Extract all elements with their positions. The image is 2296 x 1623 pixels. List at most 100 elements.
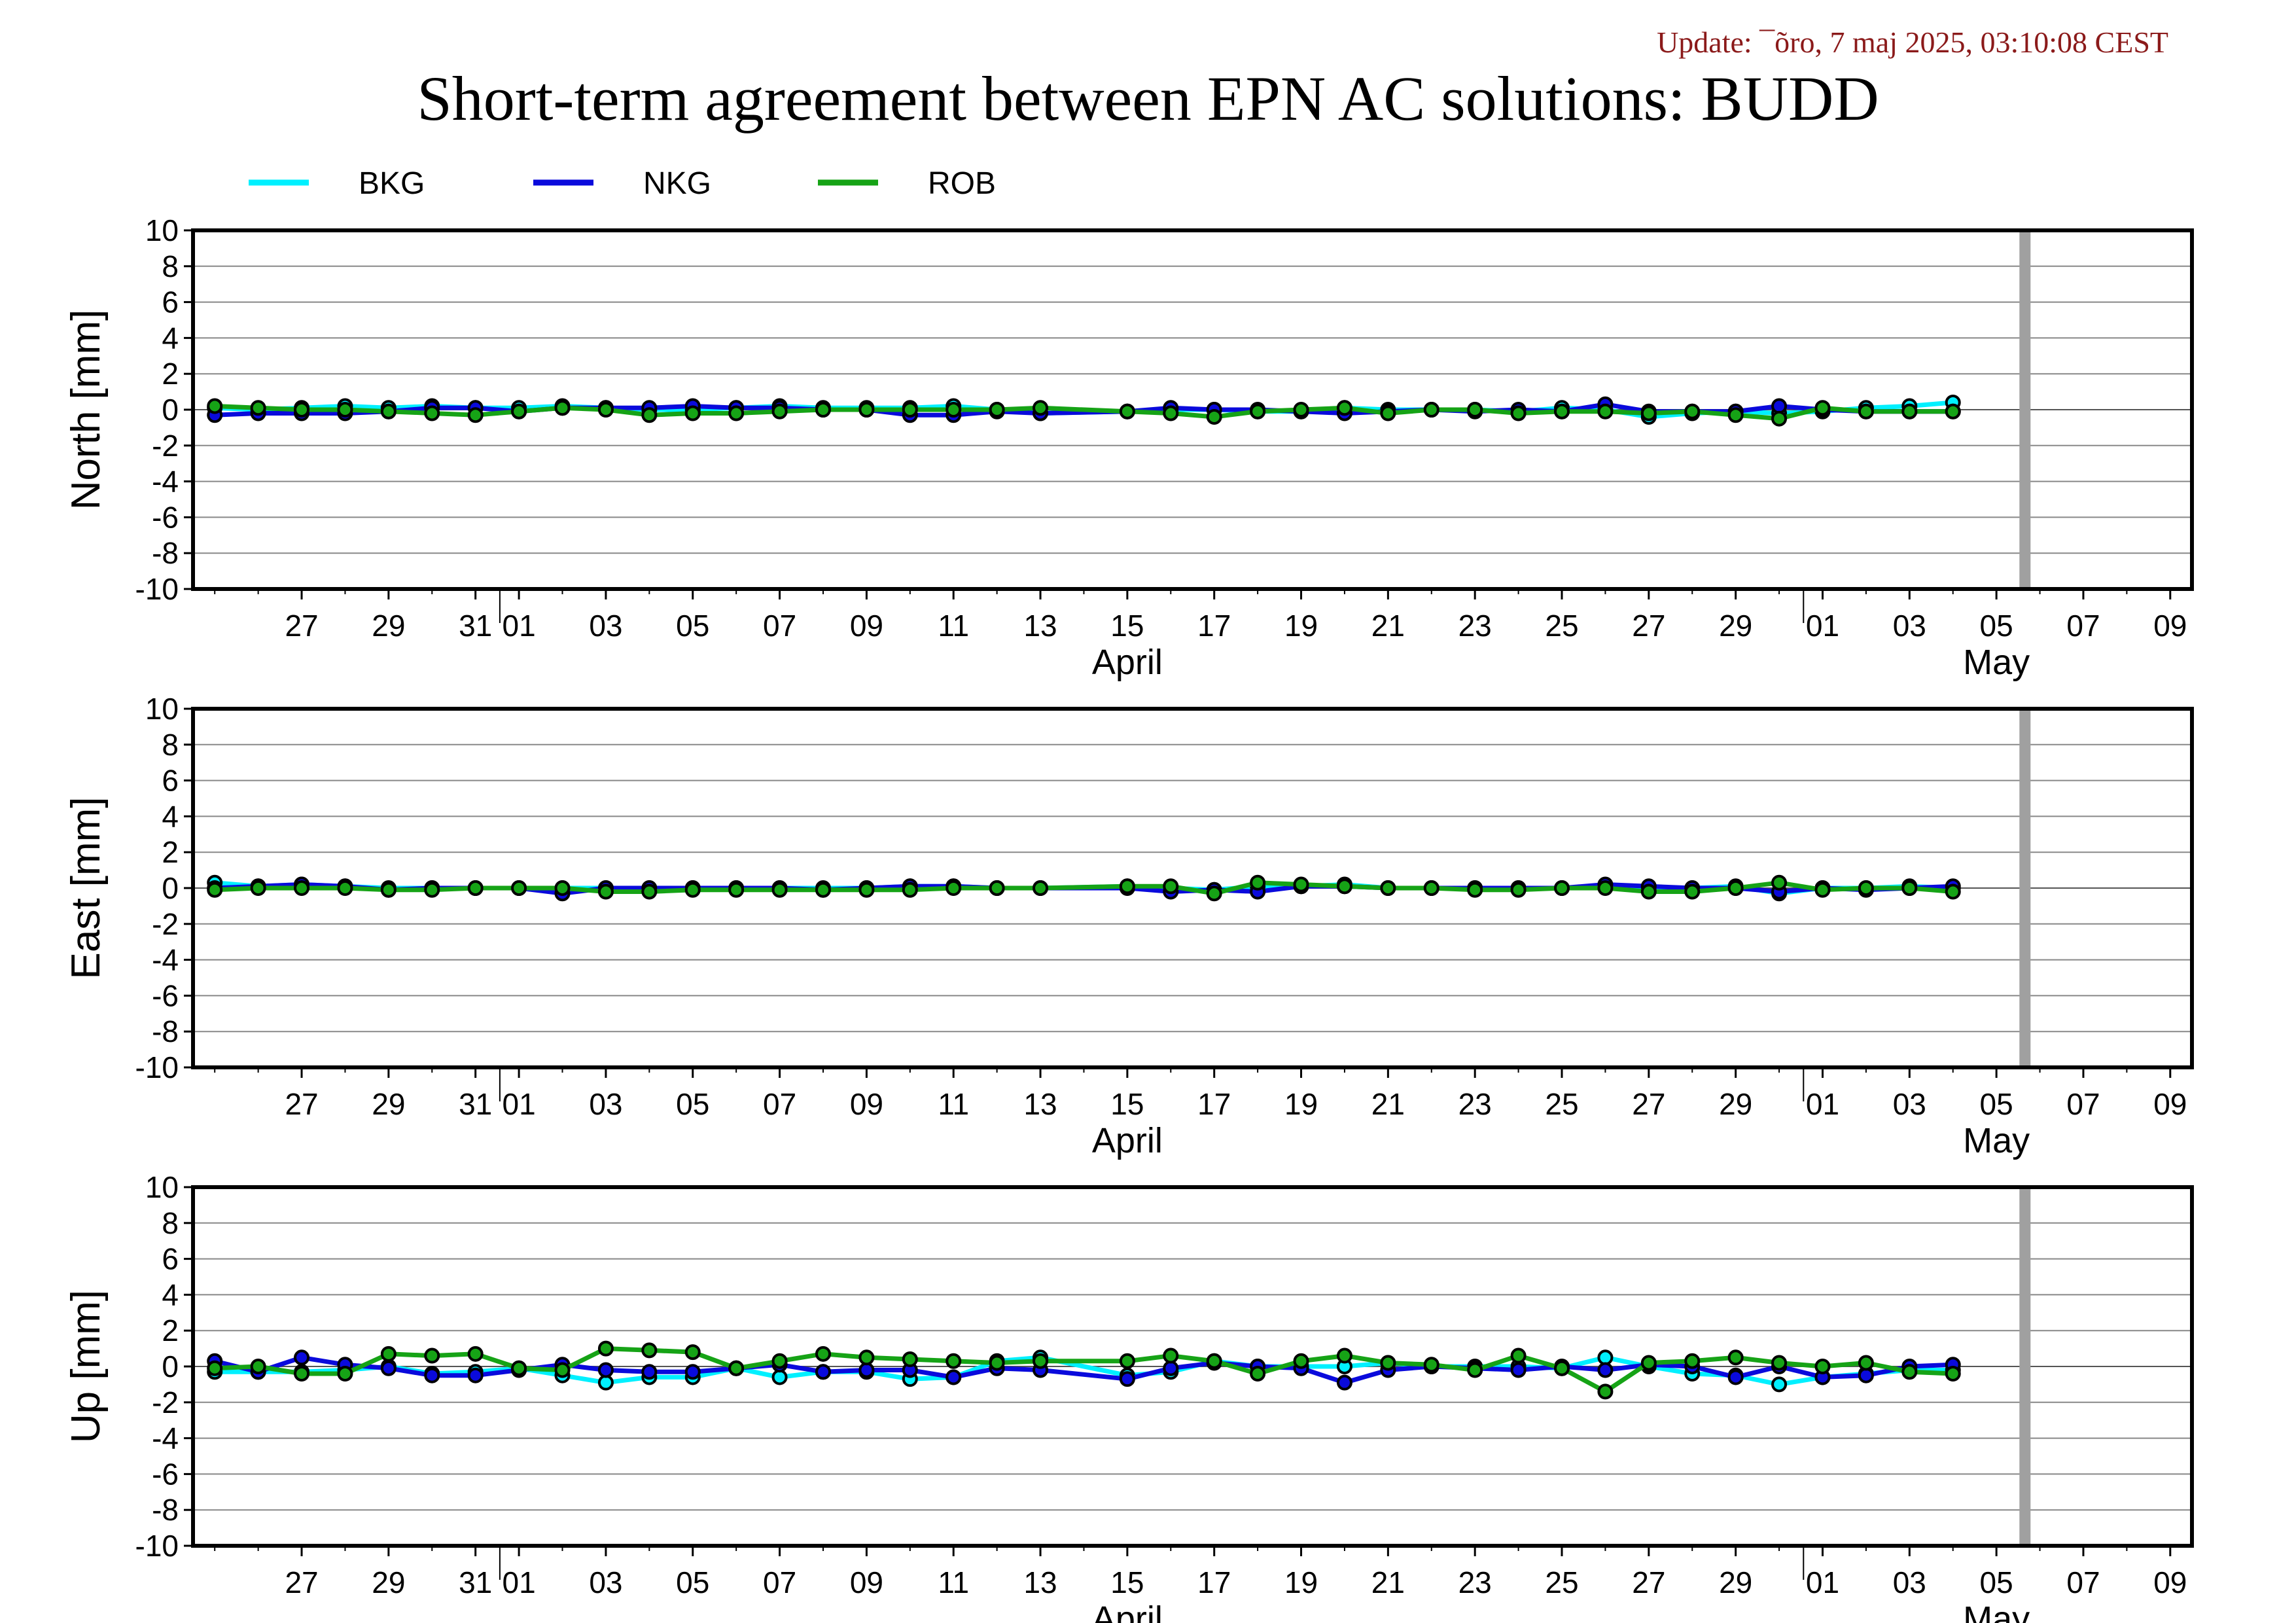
y-tick-label: 2 (162, 357, 179, 391)
x-tick-label: 29 (1719, 1087, 1752, 1121)
data-point-rob (1336, 1347, 1352, 1364)
data-point-rob (1119, 878, 1135, 895)
data-point-rob (1380, 405, 1396, 421)
x-tick-label: 17 (1197, 1087, 1231, 1121)
data-point-rob (815, 402, 831, 418)
data-point-rob (554, 400, 571, 416)
data-point-rob (424, 1347, 440, 1364)
y-tick-label: -2 (152, 429, 179, 463)
y-tick-label: 6 (162, 764, 179, 798)
data-point-rob (250, 400, 266, 416)
data-point-rob (1727, 407, 1744, 423)
data-point-rob (1901, 880, 1918, 896)
data-point-rob (1033, 880, 1049, 896)
data-point-rob (1206, 885, 1222, 902)
x-tick-label: 09 (2153, 609, 2187, 643)
x-tick-label: 19 (1284, 1087, 1318, 1121)
data-point-rob (1423, 880, 1439, 896)
x-tick-label: 15 (1110, 609, 1144, 643)
month-label: April (1092, 1599, 1163, 1623)
x-tick-label: 07 (2066, 1087, 2100, 1121)
gap-marker-bar (2019, 1187, 2031, 1546)
x-tick-label: 31 (459, 1565, 492, 1599)
x-tick-label: 23 (1458, 1565, 1492, 1599)
y-tick-label: 8 (162, 728, 179, 762)
data-point-rob (989, 880, 1005, 896)
plot-frame (191, 228, 2194, 591)
x-tick-label: 09 (2153, 1565, 2187, 1599)
data-point-rob (1163, 1347, 1179, 1364)
legend-label: ROB (928, 166, 996, 201)
y-tick-label: 0 (162, 1349, 179, 1383)
x-tick-label: 05 (1980, 1565, 2013, 1599)
data-point-nkg (1510, 1362, 1527, 1378)
x-tick-label: 07 (763, 1565, 796, 1599)
y-tick-label: -10 (135, 572, 179, 606)
data-point-rob (1814, 882, 1831, 898)
series-line-rob (215, 404, 1953, 421)
data-point-rob (1640, 405, 1657, 421)
data-point-rob (1554, 880, 1570, 896)
x-tick-label: 03 (589, 1565, 622, 1599)
legend-item-rob: ROB (818, 166, 996, 201)
data-point-rob (684, 1344, 701, 1361)
legend-item-nkg: NKG (533, 166, 711, 201)
data-point-rob (1901, 1364, 1918, 1380)
data-point-rob (1336, 400, 1352, 416)
data-point-nkg (467, 1367, 484, 1383)
x-tick-label: 09 (850, 1087, 883, 1121)
data-point-rob (1380, 880, 1396, 896)
y-tick-label: -4 (152, 943, 179, 977)
y-tick-label: -10 (135, 1050, 179, 1084)
series-line-rob (215, 1346, 1953, 1394)
data-point-rob (684, 882, 701, 898)
x-tick-label: 23 (1458, 1087, 1492, 1121)
x-tick-label: 11 (938, 1565, 969, 1599)
data-point-rob (1597, 403, 1614, 419)
x-tick-label: 11 (938, 1087, 969, 1121)
data-point-rob (511, 1360, 527, 1376)
data-point-rob (1640, 1355, 1657, 1371)
data-point-nkg (815, 1364, 831, 1380)
data-point-rob (467, 407, 484, 423)
data-point-rob (1293, 1353, 1309, 1369)
data-point-nkg (858, 1362, 875, 1378)
y-tick-label: -2 (152, 1385, 179, 1419)
data-point-rob (380, 403, 397, 419)
y-tick-label: 8 (162, 1206, 179, 1240)
data-point-rob (1727, 880, 1744, 896)
month-label: April (1092, 1121, 1163, 1160)
x-tick-label: 01 (1806, 609, 1839, 643)
data-point-rob (1423, 1357, 1439, 1373)
data-point-rob (1858, 1355, 1874, 1371)
data-point-rob (1119, 1353, 1135, 1369)
x-tick-label: 27 (1632, 1087, 1665, 1121)
data-point-rob (1206, 408, 1222, 425)
data-point-rob (1945, 1365, 1961, 1382)
data-point-rob (597, 883, 614, 900)
data-point-nkg (597, 1362, 614, 1378)
data-point-rob (684, 405, 701, 421)
series-line-nkg (214, 1355, 1953, 1385)
x-tick-label: 19 (1284, 609, 1318, 643)
x-tick-label: 21 (1371, 1087, 1405, 1121)
data-point-rob (945, 880, 962, 896)
x-tick-label: 23 (1458, 609, 1492, 643)
data-point-rob (554, 880, 571, 896)
data-point-rob (1640, 883, 1657, 900)
data-point-rob (1206, 1353, 1222, 1369)
x-tick-label: 03 (1893, 1087, 1926, 1121)
data-point-rob (597, 402, 614, 418)
y-tick-label: -6 (152, 978, 179, 1012)
month-label: May (1963, 1599, 2030, 1623)
x-tick-label: 01 (503, 1565, 536, 1599)
y-tick-label: 8 (162, 249, 179, 283)
data-point-rob (1684, 883, 1701, 900)
data-point-rob (1814, 1359, 1831, 1374)
data-point-rob (1293, 876, 1309, 893)
x-tick-label: 31 (459, 609, 492, 643)
legend: BKG NKG ROB (249, 166, 996, 201)
